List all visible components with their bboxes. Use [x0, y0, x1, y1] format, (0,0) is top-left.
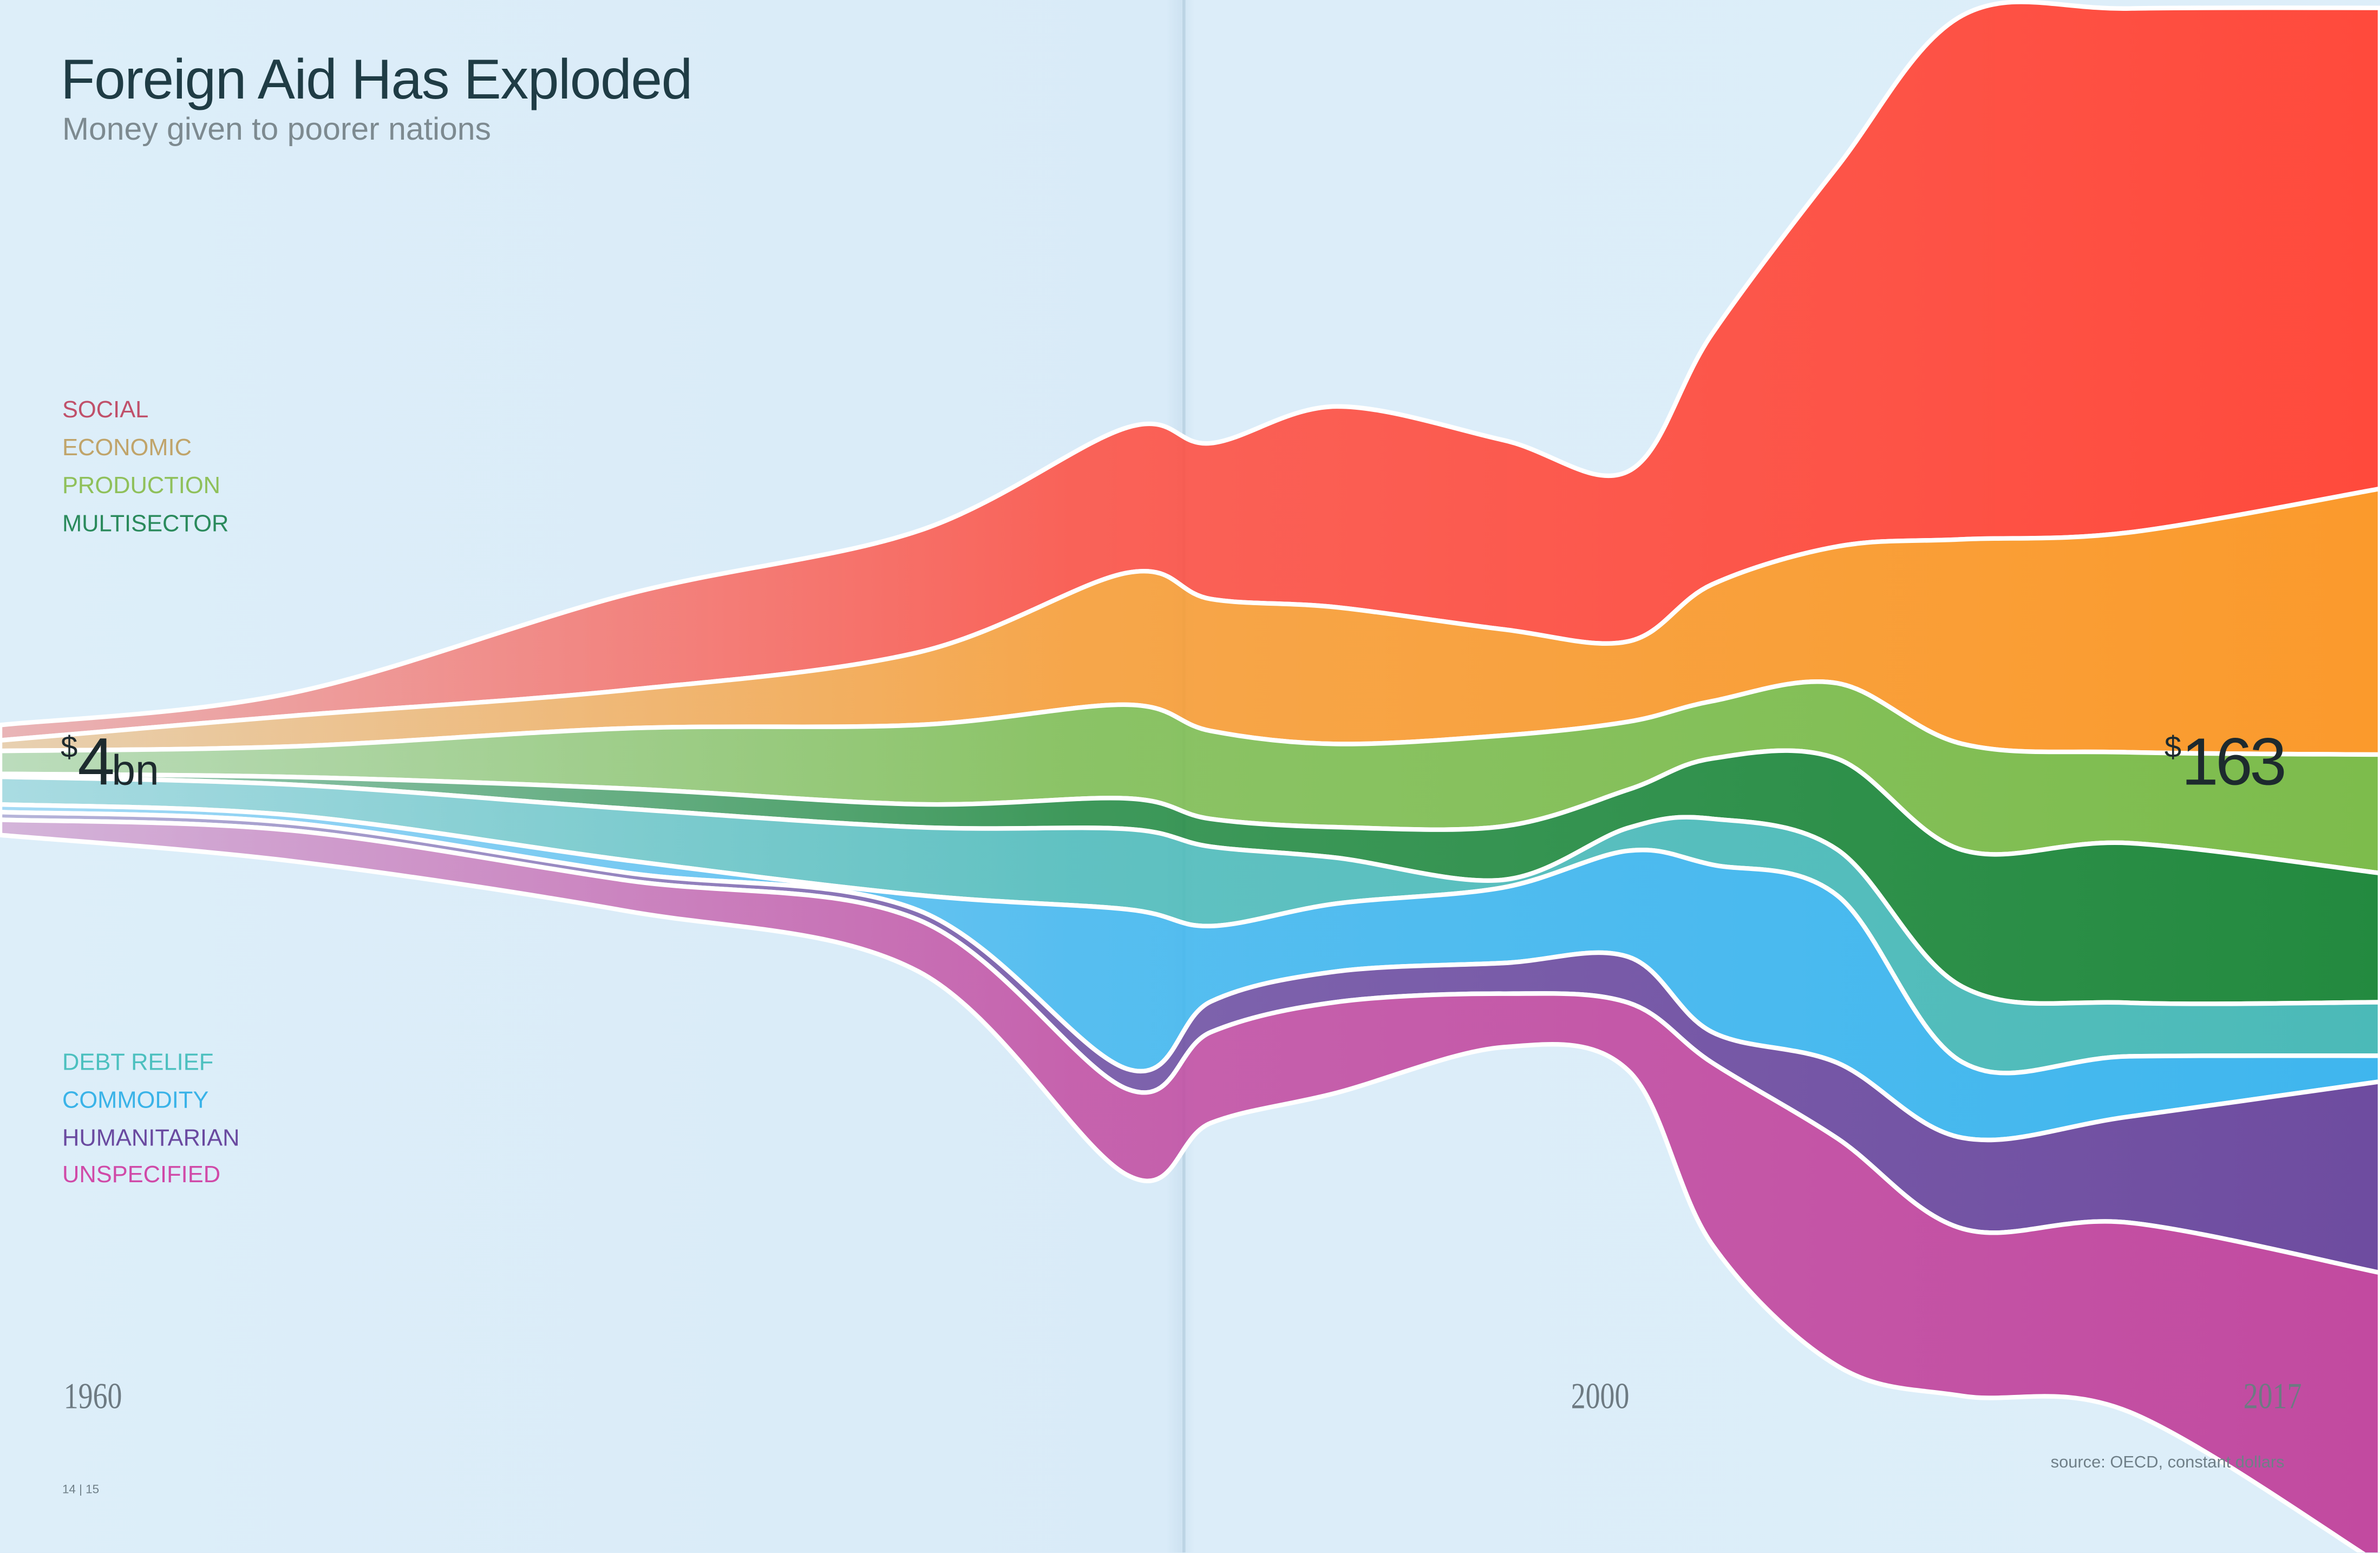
page-numbers: 14 | 15: [62, 1483, 100, 1497]
legend-unspecified: UNSPECIFIED: [62, 1162, 221, 1189]
legend-social: SOCIAL: [62, 397, 149, 424]
start-value: 4: [77, 725, 115, 800]
legend-humanitarian: HUMANITARIAN: [62, 1126, 240, 1152]
end-value-label: $163: [2164, 725, 2287, 801]
page-title: Foreign Aid Has Exploded: [61, 48, 692, 111]
end-value: 163: [2181, 725, 2287, 800]
source-note: source: OECD, constant dollars: [2050, 1453, 2285, 1472]
legend-economic: ECONOMIC: [62, 435, 192, 462]
stream-layer-unspecified: [0, 817, 2380, 1553]
legend-commodity: COMMODITY: [62, 1088, 209, 1114]
x-tick-2000: 2000: [1571, 1378, 1630, 1418]
page-subtitle: Money given to poorer nations: [62, 112, 492, 147]
legend-production: PRODUCTION: [62, 473, 221, 500]
currency-symbol: $: [61, 731, 78, 765]
legend-multisector: MULTISECTOR: [62, 511, 229, 538]
currency-symbol: $: [2164, 731, 2182, 765]
x-tick-2017: 2017: [2243, 1378, 2302, 1418]
x-tick-1960: 1960: [63, 1378, 122, 1418]
start-value-label: $4bn: [61, 725, 159, 801]
start-unit: bn: [112, 746, 159, 794]
legend-debt-relief: DEBT RELIEF: [62, 1050, 214, 1076]
